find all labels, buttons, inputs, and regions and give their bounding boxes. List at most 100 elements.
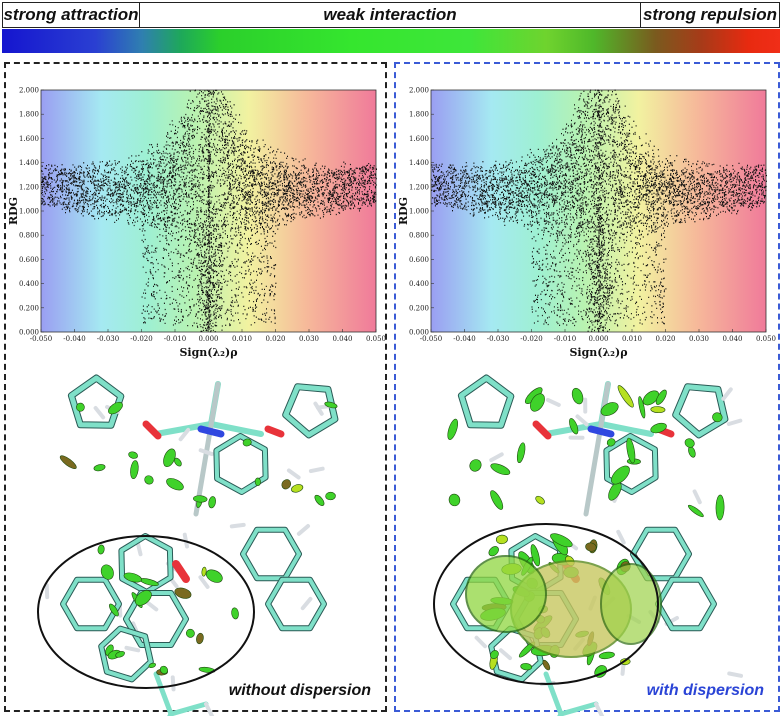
- bond: [172, 560, 190, 583]
- bond: [489, 452, 504, 463]
- y-tick-label: 1.800: [19, 111, 39, 119]
- bond: [198, 448, 215, 457]
- y-tick-label: 1.200: [19, 183, 39, 191]
- cyclopentadienyl-ring: [68, 375, 124, 428]
- x-axis-label: Sign(λ₂)ρ: [569, 346, 627, 359]
- x-tick-label: 0.040: [722, 335, 742, 343]
- nci-isosurfaces: [447, 385, 725, 678]
- panel-without-dispersion: -0.050 -0.040 -0.030 -0.020 -0.010 0.000 0.010…: [4, 62, 387, 716]
- nci-isosurfaces: [59, 401, 338, 676]
- molecule-illustration: [433, 374, 744, 716]
- x-tick-label: 0.030: [689, 335, 709, 343]
- bond: [616, 529, 626, 545]
- bond: [474, 635, 488, 649]
- bond: [692, 489, 702, 505]
- colorbar-legend-labels: strong attraction weak interaction stron…: [2, 2, 780, 28]
- bond: [204, 702, 215, 716]
- x-tick-label: -0.020: [520, 335, 542, 343]
- x-tick-label: -0.010: [164, 335, 186, 343]
- color-gradient-bar: [2, 29, 780, 53]
- y-axis-label: RDG: [7, 197, 20, 225]
- y-tick-label: 1.000: [19, 208, 39, 216]
- benzene-ring: [266, 577, 326, 631]
- highlight-ellipse: [433, 523, 659, 685]
- molecule-illustration: [37, 374, 339, 716]
- bond: [93, 406, 106, 420]
- x-tick-label: -0.040: [453, 335, 475, 343]
- panel-with-dispersion: -0.050 -0.040 -0.030 -0.020 -0.010 0.000 0.010…: [394, 62, 780, 716]
- bond: [135, 540, 143, 557]
- bond: [170, 675, 176, 692]
- caption-with-dispersion: with dispersion: [646, 682, 764, 699]
- bond: [198, 575, 210, 589]
- bond: [594, 702, 605, 716]
- y-tick-label: 1.400: [19, 159, 39, 167]
- x-axis-label: Sign(λ₂)ρ: [179, 346, 237, 359]
- y-tick-label: 1.600: [409, 135, 429, 143]
- benzene-ring: [61, 577, 121, 631]
- x-tick-label: 0.020: [265, 335, 285, 343]
- bond: [558, 701, 599, 716]
- x-tick-label: 0.000: [198, 335, 218, 343]
- bond: [308, 466, 325, 474]
- x-tick-label: 0.050: [756, 335, 776, 343]
- bond: [197, 425, 225, 438]
- y-tick-label: 0.200: [19, 304, 39, 312]
- caption-without-dispersion: without dispersion: [228, 682, 371, 699]
- bond: [300, 596, 313, 611]
- y-tick-label: 0.200: [409, 304, 429, 312]
- bond: [726, 418, 743, 426]
- bond: [193, 381, 221, 517]
- bond: [229, 522, 246, 529]
- bond: [264, 425, 285, 438]
- bond: [721, 387, 733, 401]
- bond: [208, 421, 264, 437]
- y-tick-label: 1.400: [409, 159, 429, 167]
- legend-strong-repulsion: strong repulsion: [640, 3, 779, 27]
- panel-right-graphics: -0.050 -0.040 -0.030 -0.020 -0.010 0.000 0.010…: [397, 87, 776, 716]
- rdg-scatter-plot: -0.050 -0.040 -0.030 -0.020 -0.010 0.000 0.010…: [397, 87, 776, 360]
- cyclopentadienyl-ring: [283, 384, 338, 438]
- x-tick-label: -0.020: [130, 335, 152, 343]
- bond: [124, 645, 141, 653]
- panel-left-graphics: -0.050 -0.040 -0.030 -0.020 -0.010 0.000 0.010…: [7, 87, 386, 716]
- bond: [168, 701, 209, 716]
- y-tick-label: 0.400: [409, 280, 429, 288]
- y-tick-label: 1.200: [409, 183, 429, 191]
- y-tick-label: 0.800: [19, 232, 39, 240]
- rdg-scatter-plot: -0.050 -0.040 -0.030 -0.020 -0.010 0.000 0.010…: [7, 87, 386, 360]
- bond: [532, 420, 552, 440]
- benzene-ring: [99, 626, 153, 682]
- bond: [144, 600, 159, 612]
- y-tick-label: 2.000: [19, 87, 39, 95]
- x-tick-label: -0.030: [97, 335, 119, 343]
- bond: [587, 425, 615, 438]
- bond: [142, 420, 162, 440]
- y-tick-label: 0.000: [19, 329, 39, 337]
- bond: [286, 468, 301, 480]
- x-tick-label: -0.010: [554, 335, 576, 343]
- legend-strong-attraction: strong attraction: [3, 3, 140, 27]
- y-tick-label: 0.000: [409, 329, 429, 337]
- bond: [598, 421, 654, 437]
- y-tick-label: 0.400: [19, 280, 39, 288]
- x-tick-label: -0.050: [30, 335, 52, 343]
- y-tick-label: 0.600: [409, 256, 429, 264]
- y-tick-label: 0.800: [409, 232, 429, 240]
- bond: [543, 671, 564, 716]
- y-tick-label: 1.600: [19, 135, 39, 143]
- y-tick-label: 0.600: [19, 256, 39, 264]
- benzene-ring: [656, 577, 716, 631]
- benzene-ring: [214, 434, 268, 494]
- x-tick-label: 0.000: [588, 335, 608, 343]
- y-axis-label: RDG: [397, 197, 410, 225]
- x-tick-label: 0.040: [332, 335, 352, 343]
- x-tick-label: 0.010: [622, 335, 642, 343]
- benzene-ring: [124, 591, 188, 647]
- benzene-ring: [604, 434, 658, 494]
- x-tick-label: 0.030: [299, 335, 319, 343]
- highlight-ellipse: [37, 535, 255, 689]
- x-tick-label: -0.040: [63, 335, 85, 343]
- bond: [575, 414, 589, 427]
- x-tick-label: 0.050: [366, 335, 386, 343]
